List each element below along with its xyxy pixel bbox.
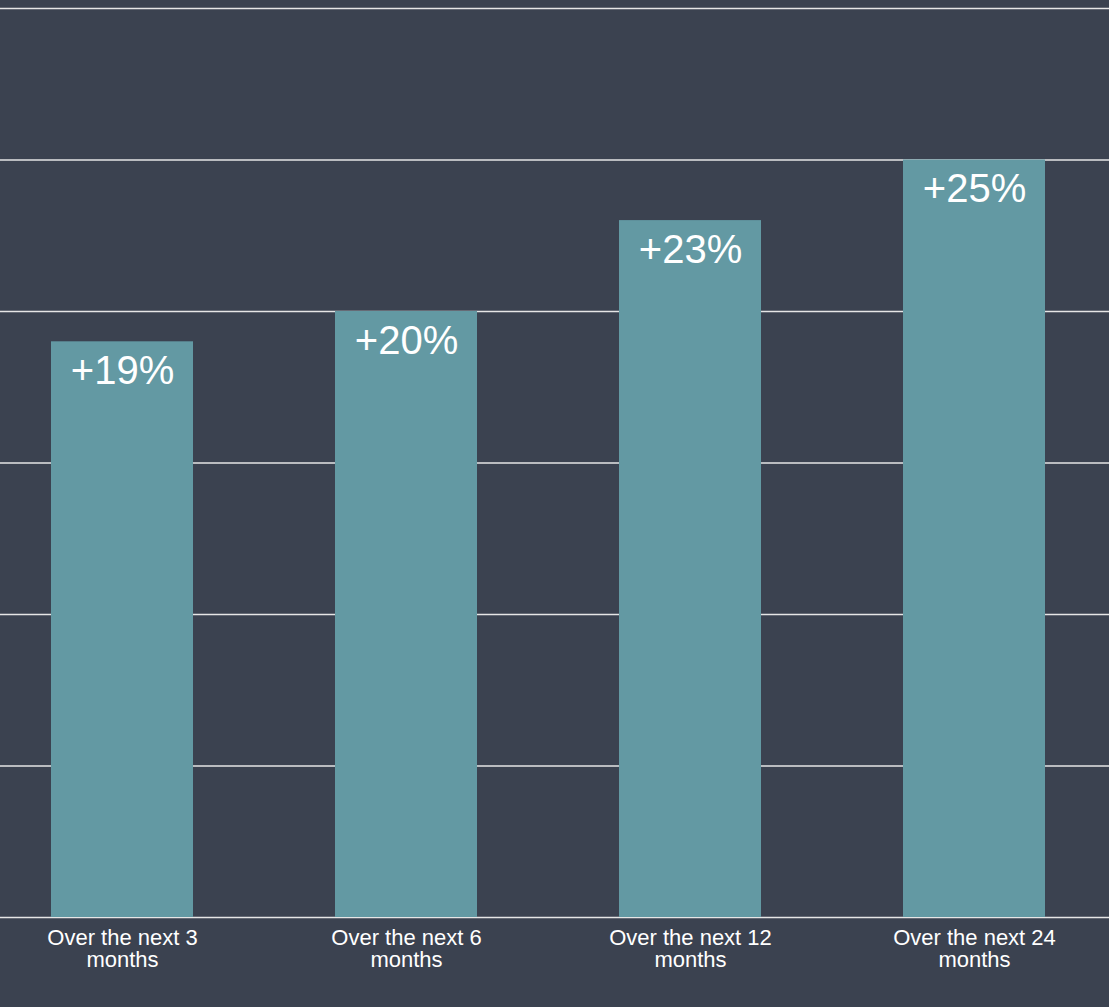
svg-text:+20%: +20% xyxy=(355,318,458,362)
svg-text:+25%: +25% xyxy=(923,166,1026,210)
svg-text:+19%: +19% xyxy=(71,348,174,392)
svg-text:Over the next 24months: Over the next 24months xyxy=(893,925,1056,972)
svg-text:Over the next 12months: Over the next 12months xyxy=(609,925,772,972)
svg-text:Over the next 6months: Over the next 6months xyxy=(331,925,481,972)
svg-text:Over the next 3months: Over the next 3months xyxy=(47,925,197,972)
svg-text:+23%: +23% xyxy=(639,227,742,271)
